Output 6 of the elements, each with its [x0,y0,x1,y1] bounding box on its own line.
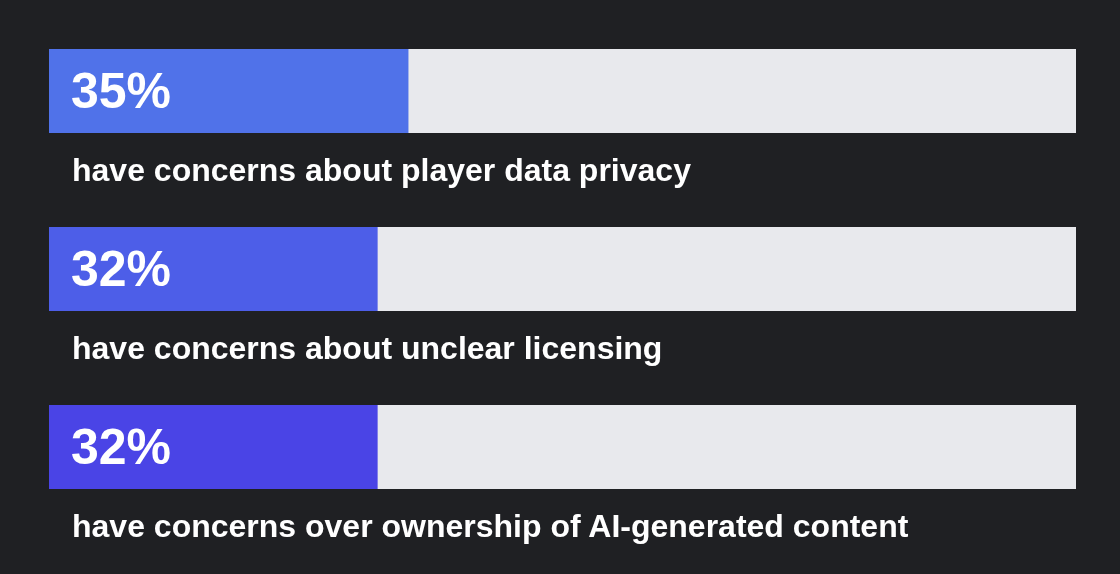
data-label: 32% [71,241,172,297]
y-tick-label: have concerns over ownership of AI-generated content [72,508,909,544]
data-label: 32% [71,419,172,475]
data-label: 35% [71,63,172,119]
y-tick-label: have concerns about unclear licensing [72,330,663,366]
y-tick-label: have concerns about player data privacy [72,152,692,188]
